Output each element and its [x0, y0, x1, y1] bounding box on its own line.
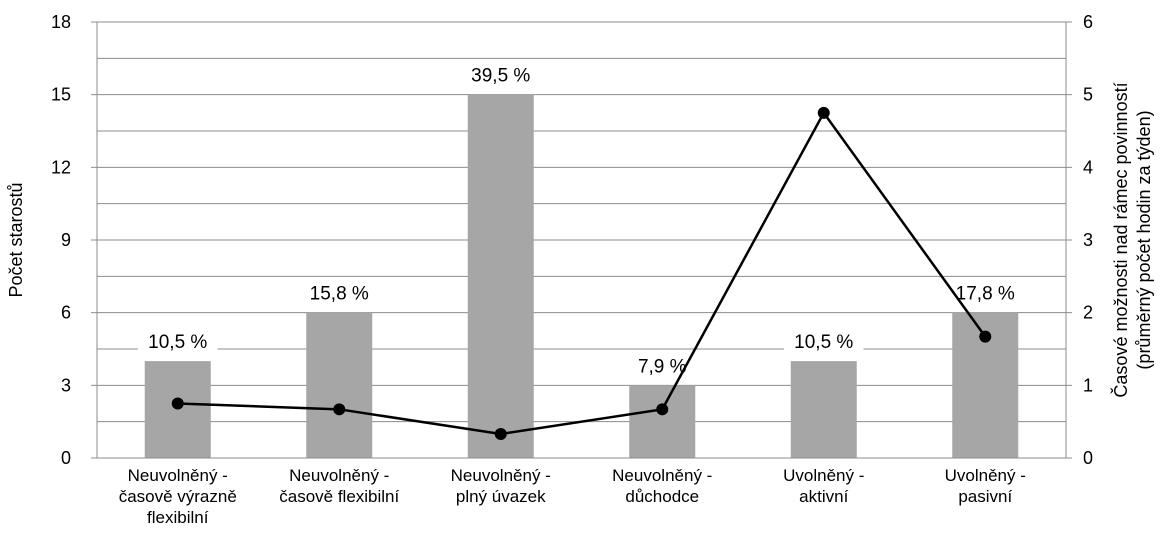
line-point — [171, 397, 184, 410]
right-tick-label: 2 — [1083, 303, 1093, 323]
category-label: Neuvolněný - časově flexibilní — [279, 466, 399, 506]
left-tick-label: 18 — [51, 12, 71, 32]
left-axis-title: Počet starostů — [6, 182, 26, 297]
data-label-background — [137, 326, 218, 356]
category-label: Uvolněný - aktivní — [783, 466, 864, 506]
line-point — [656, 403, 669, 416]
bar-data-label: 17,8 % — [956, 284, 1015, 305]
line-point — [979, 330, 992, 343]
right-tick-label: 3 — [1083, 230, 1093, 250]
bar — [306, 312, 373, 458]
bar — [790, 361, 857, 458]
data-label-background — [460, 59, 541, 89]
category-label-line: Uvolněný - — [945, 466, 1026, 485]
category-label-line: Neuvolněný - — [128, 466, 228, 485]
line-point — [817, 106, 830, 119]
left-axis-ticks: 0 3 6 9 12 15 18 — [51, 12, 97, 468]
category-label-line: flexibilní — [147, 508, 209, 527]
category-label-line: aktivní — [799, 487, 848, 506]
left-tick-label: 15 — [51, 85, 71, 105]
category-label: Neuvolněný - časově výrazně flexibilní — [119, 466, 237, 527]
gridlines — [97, 21, 1066, 423]
category-label-line: Neuvolněný - — [289, 466, 389, 485]
category-label-line: plný úvazek — [456, 487, 546, 506]
category-label-line: Neuvolněný - — [451, 466, 551, 485]
category-label-line: časově výrazně — [119, 487, 237, 506]
right-axis-title-line: (průměrný počet hodin za týden) — [1134, 110, 1154, 369]
bar-data-label: 7,9 % — [638, 356, 687, 377]
category-label-line: časově flexibilní — [279, 487, 399, 506]
line-series — [171, 106, 992, 441]
data-label-background — [783, 326, 864, 356]
right-tick-label: 0 — [1083, 448, 1093, 468]
left-tick-label: 12 — [51, 157, 71, 177]
bar-data-label: 39,5 % — [471, 66, 530, 87]
category-label: Neuvolněný - plný úvazek — [451, 466, 551, 506]
left-tick-label: 3 — [61, 375, 71, 395]
left-tick-label: 0 — [61, 448, 71, 468]
right-axis-ticks: 0 1 2 3 4 5 6 — [1066, 12, 1093, 468]
right-axis-title: Časové možnosti nad rámec povinností (prů… — [1110, 82, 1154, 397]
category-labels: Neuvolněný -časově výrazně flexibilníNeuv… — [119, 466, 1026, 527]
bar-data-label: 15,8 % — [310, 284, 369, 305]
bar-data-label: 10,5 % — [794, 332, 853, 353]
right-tick-label: 5 — [1083, 85, 1093, 105]
bar — [629, 385, 696, 458]
bar — [467, 94, 534, 459]
line-point — [494, 428, 507, 441]
category-label-line: Uvolněný - — [783, 466, 864, 485]
series-line — [177, 110, 987, 436]
category-label: Neuvolněný - důchodce — [612, 466, 712, 506]
bar-data-labels: 10,5 % 15,8 % 39,5 % 7,9 % 10,5 % 17,8 % — [137, 59, 1026, 380]
category-label-line: Neuvolněný - — [612, 466, 712, 485]
bar-series — [144, 94, 1019, 459]
left-tick-label: 9 — [61, 230, 71, 250]
right-tick-label: 4 — [1083, 157, 1093, 177]
bar — [144, 361, 211, 458]
right-tick-label: 6 — [1083, 12, 1093, 32]
category-label-line: pasivní — [958, 487, 1012, 506]
line-point — [333, 403, 346, 416]
category-label-line: důchodce — [625, 487, 699, 506]
category-label: Uvolněný - pasivní — [945, 466, 1026, 506]
data-label-background — [299, 277, 380, 307]
right-tick-label: 1 — [1083, 375, 1093, 395]
left-tick-label: 6 — [61, 303, 71, 323]
right-axis-title-line: Časové možnosti nad rámec povinností — [1110, 82, 1131, 397]
bar-data-label: 10,5 % — [148, 332, 207, 353]
